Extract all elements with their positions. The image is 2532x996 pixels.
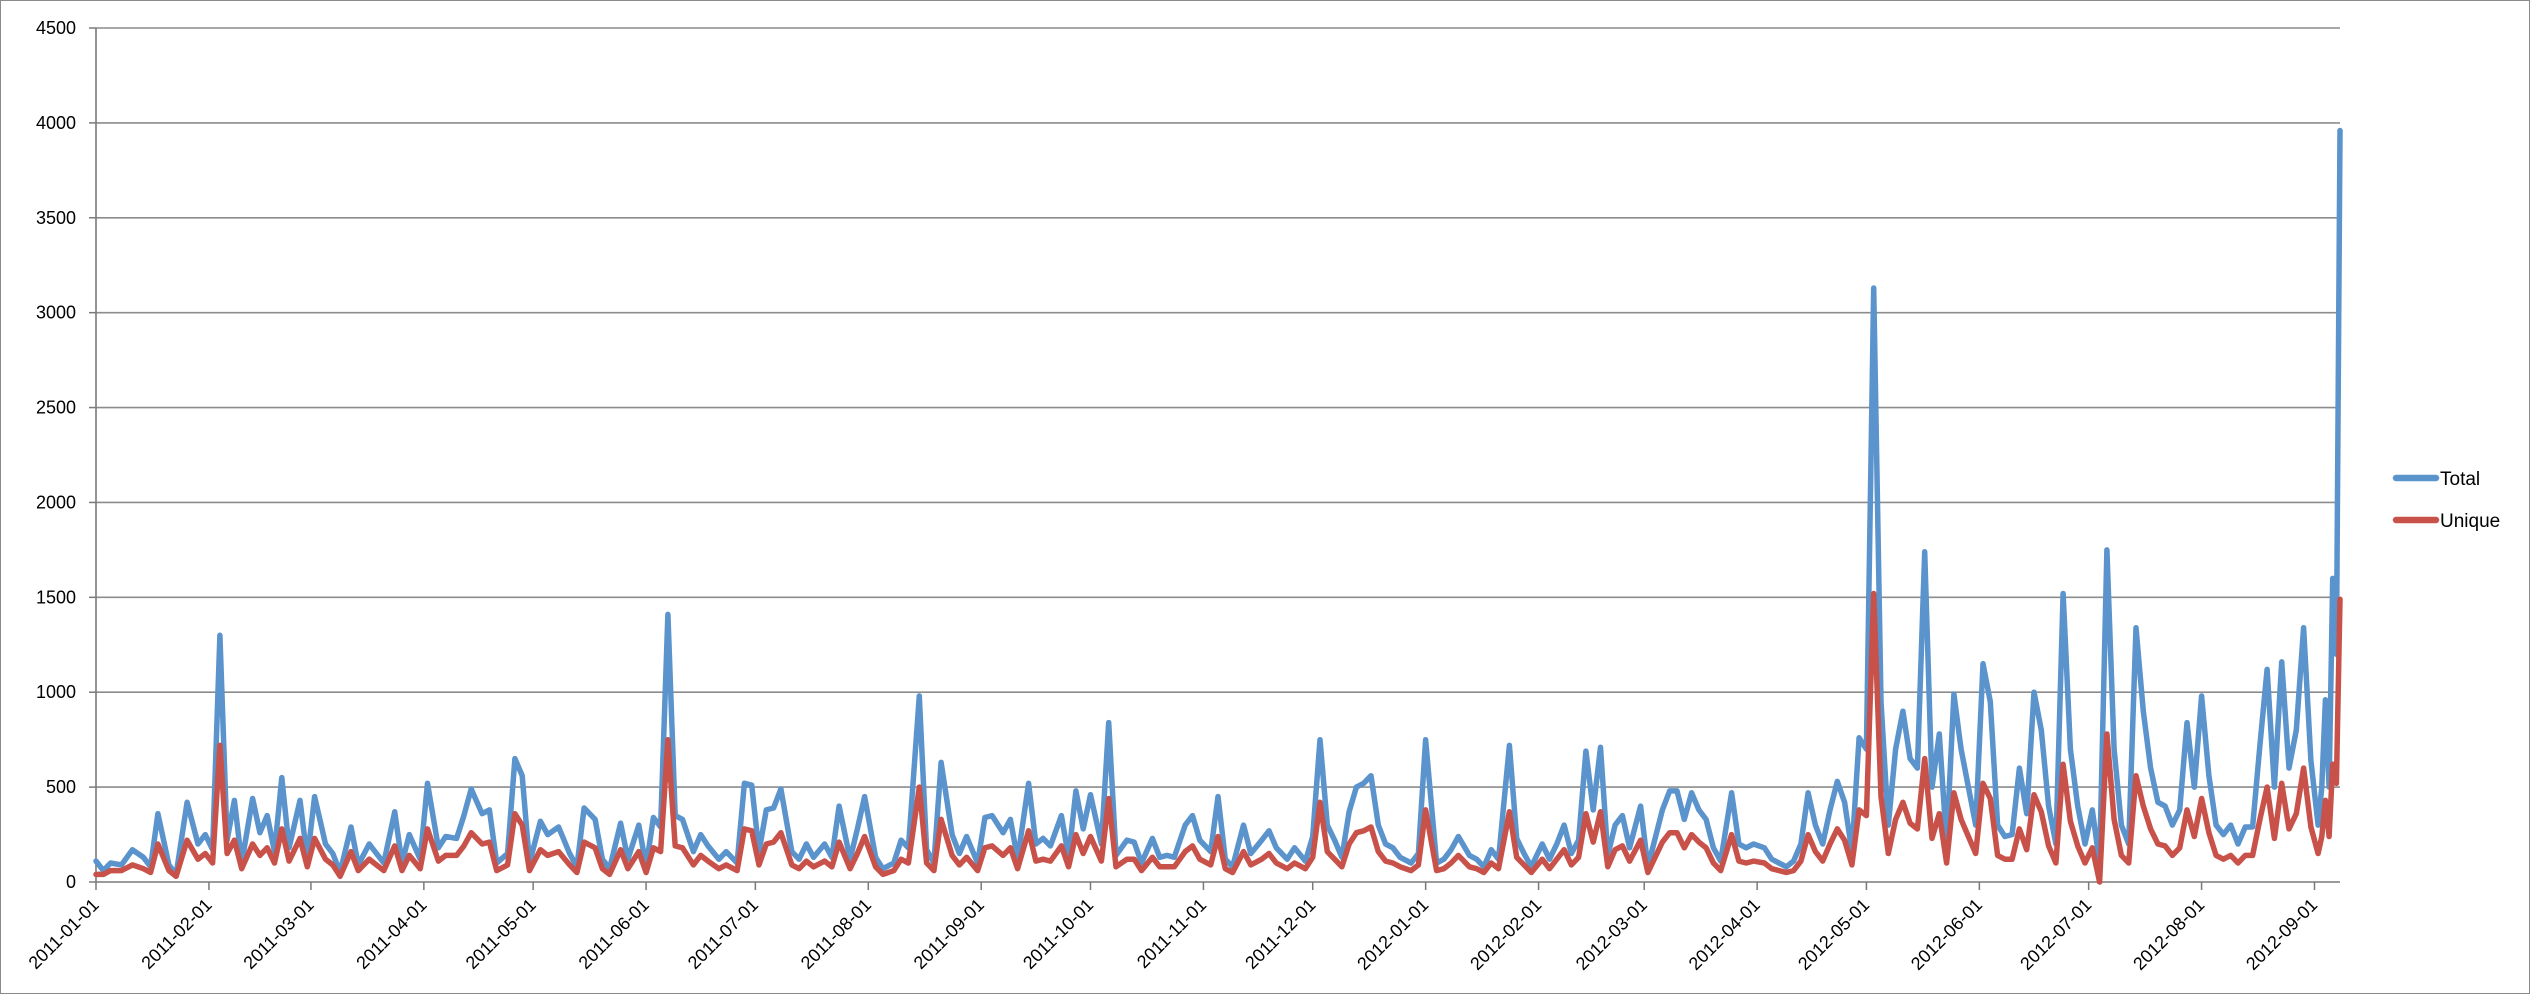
- y-tick-label: 3500: [36, 208, 76, 228]
- x-tick-label: 2011-01-01: [25, 895, 103, 973]
- y-tick-label: 1000: [36, 682, 76, 702]
- y-tick-label: 2000: [36, 492, 76, 512]
- x-tick-label: 2011-04-01: [352, 895, 430, 973]
- x-tick-label: 2011-02-01: [137, 895, 215, 973]
- x-tick-label: 2012-01-01: [1353, 895, 1432, 974]
- x-tick-label: 2011-03-01: [239, 895, 317, 973]
- x-tick-label: 2011-08-01: [797, 895, 875, 973]
- x-tick-label: 2012-02-01: [1466, 895, 1545, 974]
- legend: Total Unique: [2392, 469, 2500, 532]
- x-tick-label: 2011-10-01: [1019, 895, 1097, 973]
- x-tick-label: 2012-04-01: [1685, 895, 1764, 974]
- x-tick-label: 2011-09-01: [910, 895, 988, 973]
- x-tick-label: 2012-07-01: [2016, 895, 2095, 974]
- x-tick-label: 2012-06-01: [1907, 895, 1986, 974]
- x-tick-label: 2012-05-01: [1794, 895, 1873, 974]
- y-tick-label: 4000: [36, 113, 76, 133]
- x-tick-label: 2012-08-01: [2129, 895, 2208, 974]
- x-tick-label: 2011-07-01: [684, 895, 762, 973]
- series-line-total: [93, 127, 2343, 878]
- gridlines: [96, 27, 2340, 788]
- legend-label-unique: Unique: [2440, 511, 2500, 532]
- y-tick-label: 500: [46, 777, 76, 797]
- x-tick-label: 2012-09-01: [2242, 895, 2321, 974]
- x-tick-label: 2012-03-01: [1572, 895, 1651, 974]
- y-tick-label: 4500: [36, 18, 76, 38]
- y-tick-label: 0: [66, 872, 76, 892]
- x-axis-ticks: 2011-01-01 2011-02-01 2011-03-01 2011-04-01…: [25, 882, 2321, 974]
- series-lines: [93, 127, 2343, 885]
- x-tick-label: 2011-06-01: [575, 895, 653, 973]
- legend-label-total: Total: [2440, 469, 2480, 490]
- y-tick-label: 1500: [36, 587, 76, 607]
- series-line-unique: [93, 590, 2343, 885]
- axes: [95, 28, 2340, 883]
- y-tick-label: 2500: [36, 398, 76, 418]
- x-tick-label: 2011-11-01: [1133, 895, 1210, 972]
- x-tick-label: 2011-05-01: [462, 895, 540, 973]
- y-axis-ticks: 0 500 1000 1500 2000 2500 3000 3500 4000 4500: [36, 18, 96, 892]
- y-tick-label: 3000: [36, 303, 76, 323]
- x-tick-label: 2011-12-01: [1241, 895, 1319, 973]
